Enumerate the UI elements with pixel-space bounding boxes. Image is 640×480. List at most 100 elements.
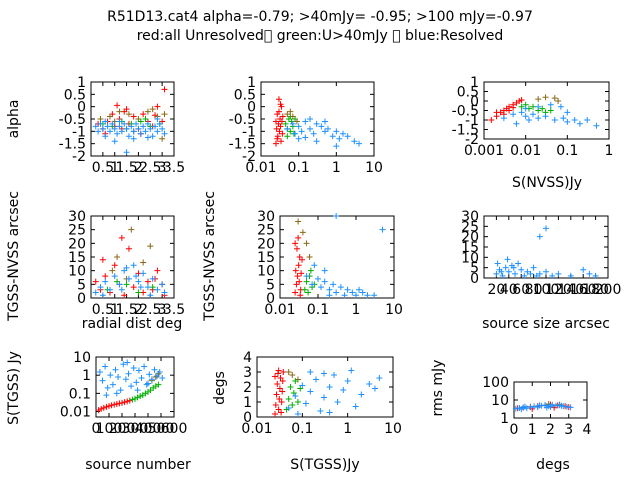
data-point-red xyxy=(119,399,125,406)
data-point-red xyxy=(99,256,106,263)
data-point-red xyxy=(92,278,99,285)
data-point-blue xyxy=(547,101,554,108)
y-tick-label: 20 xyxy=(461,230,479,246)
data-point-blue xyxy=(135,278,142,285)
x-tick-label: 40 xyxy=(500,282,518,298)
data-point-green xyxy=(155,381,162,388)
data-point-blue xyxy=(302,400,309,407)
data-point-red xyxy=(274,381,281,387)
y-tick-label: 5 xyxy=(470,261,479,277)
data-point-blue xyxy=(159,281,166,288)
data-point-blue xyxy=(302,118,309,125)
data-point-green xyxy=(142,390,149,397)
y-tick-label: 1 xyxy=(470,75,479,91)
data-point-blue xyxy=(333,143,340,150)
data-point-blue xyxy=(154,116,161,122)
data-point-red xyxy=(292,289,299,296)
data-point-blue xyxy=(307,388,314,395)
data-point-olive xyxy=(289,113,296,120)
data-point-blue xyxy=(302,134,309,141)
data-point-blue xyxy=(99,377,106,384)
data-point-blue xyxy=(309,281,316,288)
data-point-olive xyxy=(306,254,313,260)
data-point-olive xyxy=(152,373,159,380)
x-tick-label: 200 xyxy=(109,421,136,437)
data-point-blue xyxy=(128,383,135,390)
x-tick-label: 600 xyxy=(161,421,188,437)
data-point-blue xyxy=(159,374,166,381)
data-point-blue xyxy=(371,385,378,392)
data-point-red xyxy=(277,101,284,108)
x-tick-label: 4 xyxy=(583,422,592,438)
data-point-blue xyxy=(551,117,558,123)
y-tick-label: 0 xyxy=(266,291,275,307)
y-tick-label: 10 xyxy=(73,350,91,366)
plot-frame xyxy=(90,215,175,299)
data-point-olive xyxy=(555,98,562,104)
x-tick-label: 0.01 xyxy=(510,143,541,159)
plot-frame xyxy=(513,381,588,419)
y-tick-label: -0.5 xyxy=(59,112,86,128)
data-point-blue xyxy=(351,138,358,145)
data-point-blue xyxy=(321,267,328,274)
data-point-blue xyxy=(379,226,386,233)
data-point-blue xyxy=(103,392,110,399)
x-tick-label: 1.5 xyxy=(115,302,137,318)
data-point-red xyxy=(116,400,123,407)
data-point-blue xyxy=(161,130,168,137)
data-point-green xyxy=(530,103,537,110)
data-point-red xyxy=(273,391,280,398)
data-point-red xyxy=(154,103,161,110)
data-point-blue xyxy=(161,289,168,296)
y-tick-label: 25 xyxy=(68,223,86,239)
data-point-green xyxy=(301,286,308,293)
x-tick-label: 0.1 xyxy=(288,160,310,176)
y-tick-label: 30 xyxy=(257,209,275,225)
data-point-blue xyxy=(130,135,137,142)
data-point-red xyxy=(121,399,128,406)
y-tick-label: 5 xyxy=(266,277,275,293)
data-point-blue xyxy=(349,289,356,296)
panel-p3: 0.001 0.01 0.1 110.50-0.5-1-1.5-2S(NVSS)Jy xyxy=(452,75,614,191)
y-tick-label: 0.01 xyxy=(60,405,91,421)
y-tick-label: 0.1 xyxy=(69,386,91,402)
data-point-blue xyxy=(92,289,99,296)
data-point-red xyxy=(274,370,281,377)
data-point-olive xyxy=(144,108,151,115)
data-point-green xyxy=(539,105,546,112)
data-point-blue xyxy=(499,272,506,279)
y-tick-label: 15 xyxy=(257,250,275,266)
data-point-blue xyxy=(122,376,129,383)
x-axis-label: source size arcsec xyxy=(482,316,610,332)
data-point-green xyxy=(303,278,310,285)
y-tick-label: 0 xyxy=(470,271,479,287)
y-tick-label: -1.5 xyxy=(452,123,479,139)
data-point-blue xyxy=(510,111,517,118)
x-tick-label: 0.5 xyxy=(92,302,114,318)
x-tick-label: 120 xyxy=(545,282,572,298)
x-tick-label: 2.5 xyxy=(139,160,161,176)
data-point-olive xyxy=(161,111,168,118)
data-point-blue xyxy=(99,125,106,132)
data-point-blue xyxy=(341,292,348,299)
data-point-red xyxy=(124,398,131,405)
x-tick-label: 500 xyxy=(148,421,175,437)
y-tick-label: 30 xyxy=(461,209,479,225)
data-point-blue xyxy=(135,125,142,132)
data-point-blue xyxy=(358,391,365,398)
data-point-blue xyxy=(111,125,118,132)
data-point-blue xyxy=(134,387,141,394)
data-point-blue xyxy=(154,373,161,380)
x-tick-label: 140 xyxy=(557,282,584,298)
data-point-blue xyxy=(140,270,147,277)
data-point-blue xyxy=(500,115,507,122)
data-point-blue xyxy=(334,399,341,405)
data-point-blue xyxy=(536,270,543,277)
data-point-blue xyxy=(557,103,564,110)
data-point-olive xyxy=(106,113,113,120)
data-point-red xyxy=(114,102,121,109)
data-point-blue xyxy=(318,284,325,291)
data-point-red xyxy=(488,117,495,123)
